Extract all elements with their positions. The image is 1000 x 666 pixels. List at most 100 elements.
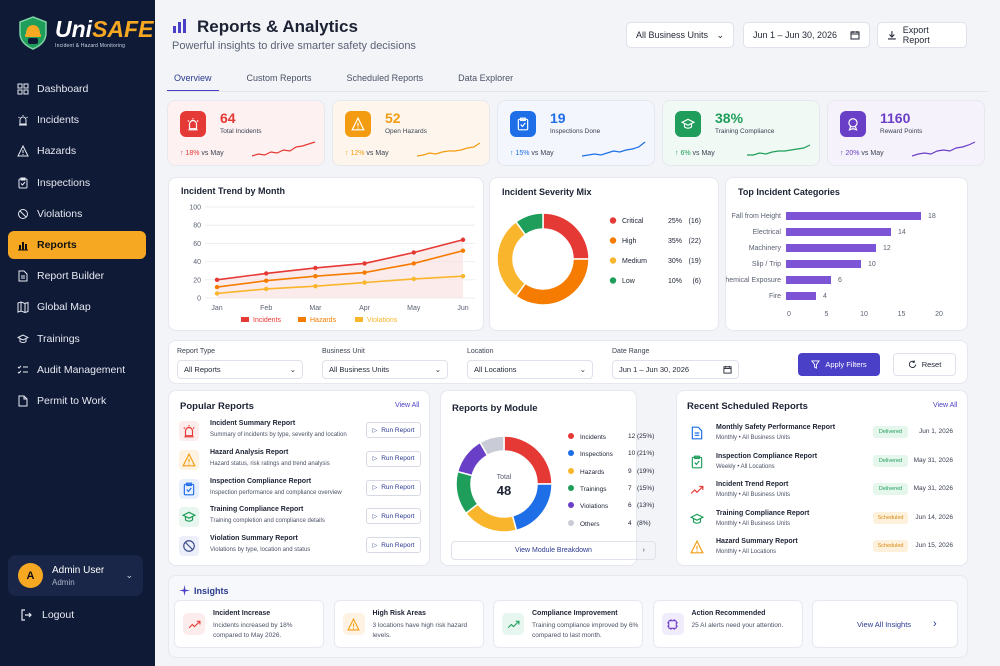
sidebar-item-trainings[interactable]: Trainings — [8, 325, 146, 353]
logout-label: Logout — [42, 609, 75, 621]
run-report-button[interactable]: ▷ Run Report — [366, 422, 421, 438]
data-point — [214, 284, 220, 290]
tab-overview[interactable]: Overview — [167, 70, 219, 92]
list-item[interactable]: Inspection Compliance Report Inspection p… — [179, 476, 421, 502]
report-icon-box — [687, 537, 707, 557]
kpi-card[interactable]: 19 Inspections Done ↑ 15% vs May — [497, 100, 655, 166]
incident-trend-card: Incident Trend by Month 0 20 40 60 80 100 Jan F… — [168, 177, 484, 331]
module-legend-item: Inspections 10 (21%) — [568, 450, 663, 458]
popular-view-all-link[interactable]: View All — [395, 402, 420, 409]
business-unit-filter[interactable]: All Business Units ⌄ — [322, 360, 448, 379]
play-icon: ▷ — [372, 427, 378, 434]
apply-filters-button[interactable]: Apply Filters — [798, 353, 880, 376]
sidebar-item-hazards[interactable]: Hazards — [8, 137, 146, 165]
kpi-card[interactable]: 38% Training Compliance ↑ 6% vs May — [662, 100, 820, 166]
chart-icon — [18, 241, 28, 251]
reset-button[interactable]: Reset — [893, 353, 956, 376]
sidebar-item-report-builder[interactable]: Report Builder — [8, 262, 146, 290]
report-date: Jun 15, 2026 — [915, 542, 953, 550]
kpi-card[interactable]: 64 Total Incidents ↑ 18% vs May — [167, 100, 325, 166]
sidebar-item-reports[interactable]: Reports — [8, 230, 146, 259]
report-icon-box — [687, 423, 707, 443]
user-menu[interactable]: A Admin User Admin ⌄ — [8, 555, 143, 596]
business-unit-select[interactable]: All Business Units ⌄ — [626, 22, 734, 48]
kpi-icon-box — [345, 111, 371, 137]
table-row[interactable]: Inspection Compliance Report Weekly • All… — [687, 449, 953, 477]
table-row[interactable]: Incident Trend Report Monthly • All Busin… — [687, 477, 953, 505]
sidebar-item-permit-to-work[interactable]: Permit to Work — [8, 387, 146, 415]
export-report-button[interactable]: Export Report — [877, 22, 967, 48]
tab-custom-reports[interactable]: Custom Reports — [246, 73, 312, 83]
legend-label: Critical — [622, 218, 644, 225]
list-item[interactable]: Violation Summary Report Violations by ty… — [179, 533, 421, 559]
data-point — [362, 261, 367, 266]
sidebar: UniSAFE Incident & Hazard Monitoring Das… — [0, 0, 155, 666]
table-row[interactable]: Training Compliance Report Monthly • All … — [687, 506, 953, 534]
insight-card[interactable]: Action Recommended 25 AI alerts need your… — [652, 600, 803, 648]
sidebar-item-dashboard[interactable]: Dashboard — [8, 75, 146, 103]
list-item[interactable]: Incident Summary Report Summary of incide… — [179, 418, 421, 444]
sidebar-item-inspections[interactable]: Inspections — [8, 169, 146, 197]
insight-card[interactable]: High Risk Areas 3 locations have high ris… — [333, 600, 484, 648]
warning-icon — [690, 540, 704, 554]
tab-scheduled-reports[interactable]: Scheduled Reports — [346, 73, 424, 83]
insight-card[interactable]: Incident Increase Incidents increased by … — [174, 600, 324, 648]
date-range-picker[interactable]: Jun 1 – Jun 30, 2026 — [743, 22, 870, 48]
sidebar-item-audit-management[interactable]: Audit Management — [8, 356, 146, 384]
run-report-button[interactable]: ▷ Run Report — [366, 479, 421, 496]
alarm-icon — [187, 118, 199, 131]
play-icon: ▷ — [372, 513, 378, 520]
sidebar-item-incidents[interactable]: Incidents — [8, 106, 146, 134]
data-point — [264, 286, 269, 292]
sidebar-item-label: Hazards — [37, 145, 77, 158]
severity-mix-card: Incident Severity Mix Critical 25% (16) Hig… — [489, 177, 719, 331]
kpi-trend: ↑ 12% vs May — [345, 150, 389, 157]
brand-logo[interactable]: UniSAFE Incident & Hazard Monitoring — [18, 16, 153, 50]
sidebar-item-label: Global Map — [37, 301, 91, 314]
kpi-trend: ↑ 18% vs May — [180, 150, 224, 157]
list-item[interactable]: Training Compliance Report Training compl… — [179, 504, 421, 530]
severity-slice-low — [514, 212, 544, 236]
x-tick-label: Jun — [457, 305, 468, 312]
sidebar-item-violations[interactable]: Violations — [8, 200, 146, 228]
bar — [786, 292, 816, 300]
logout-button[interactable]: Logout — [20, 609, 74, 621]
y-tick-label: 80 — [193, 223, 201, 230]
bar-chart-icon — [173, 19, 186, 33]
table-row[interactable]: Hazard Summary Report Monthly • All Locat… — [687, 534, 953, 562]
y-tick-label: 60 — [193, 241, 201, 248]
tab-data-explorer[interactable]: Data Explorer — [458, 73, 514, 83]
x-tick-label: Mar — [309, 305, 322, 312]
severity-slice-critical — [542, 212, 590, 260]
run-report-button[interactable]: ▷ Run Report — [366, 450, 421, 467]
location-select[interactable]: All Locations ⌄ — [467, 360, 593, 379]
insight-icon-box — [661, 613, 684, 635]
view-all-insights-button[interactable]: View All Insights › — [812, 600, 958, 648]
legend-percent: (25%) — [637, 433, 655, 440]
reports-by-module-title: Reports by Module — [452, 403, 538, 414]
report-icon-box — [687, 509, 707, 529]
report-type-select[interactable]: All Reports ⌄ — [177, 360, 303, 379]
scheduled-view-all-link[interactable]: View All — [933, 402, 958, 409]
run-report-label: Run Report — [381, 484, 415, 492]
y-tick-label: 40 — [193, 259, 201, 266]
kpi-card[interactable]: 52 Open Hazards ↑ 12% vs May — [332, 100, 490, 166]
report-schedule: Monthly • All Business Units — [716, 435, 791, 441]
kpi-value: 1160 — [880, 110, 911, 126]
run-report-button[interactable]: ▷ Run Report — [366, 508, 421, 525]
insight-card[interactable]: Compliance Improvement Training complianc… — [493, 600, 643, 648]
kpi-icon-box — [180, 111, 206, 137]
legend-percent: (13%) — [637, 502, 655, 510]
list-item[interactable]: Hazard Analysis Report Hazard status, ris… — [179, 447, 421, 473]
report-icon-box — [179, 478, 199, 499]
view-module-breakdown-button[interactable]: View Module Breakdown › — [451, 541, 656, 560]
kpi-sparkline-path — [252, 141, 316, 157]
table-row[interactable]: Monthly Safety Performance Report Monthly… — [687, 420, 953, 448]
date-range-filter[interactable]: Jun 1 – Jun 30, 2026 — [612, 360, 739, 379]
run-report-button[interactable]: ▷ Run Report — [366, 537, 421, 554]
run-report-label: Run Report — [381, 512, 415, 520]
legend-label: Incidents — [580, 434, 607, 441]
location-value: All Locations — [474, 365, 517, 374]
sidebar-item-global-map[interactable]: Global Map — [8, 293, 146, 321]
kpi-card[interactable]: 1160 Reward Points ↑ 20% vs May — [827, 100, 985, 166]
